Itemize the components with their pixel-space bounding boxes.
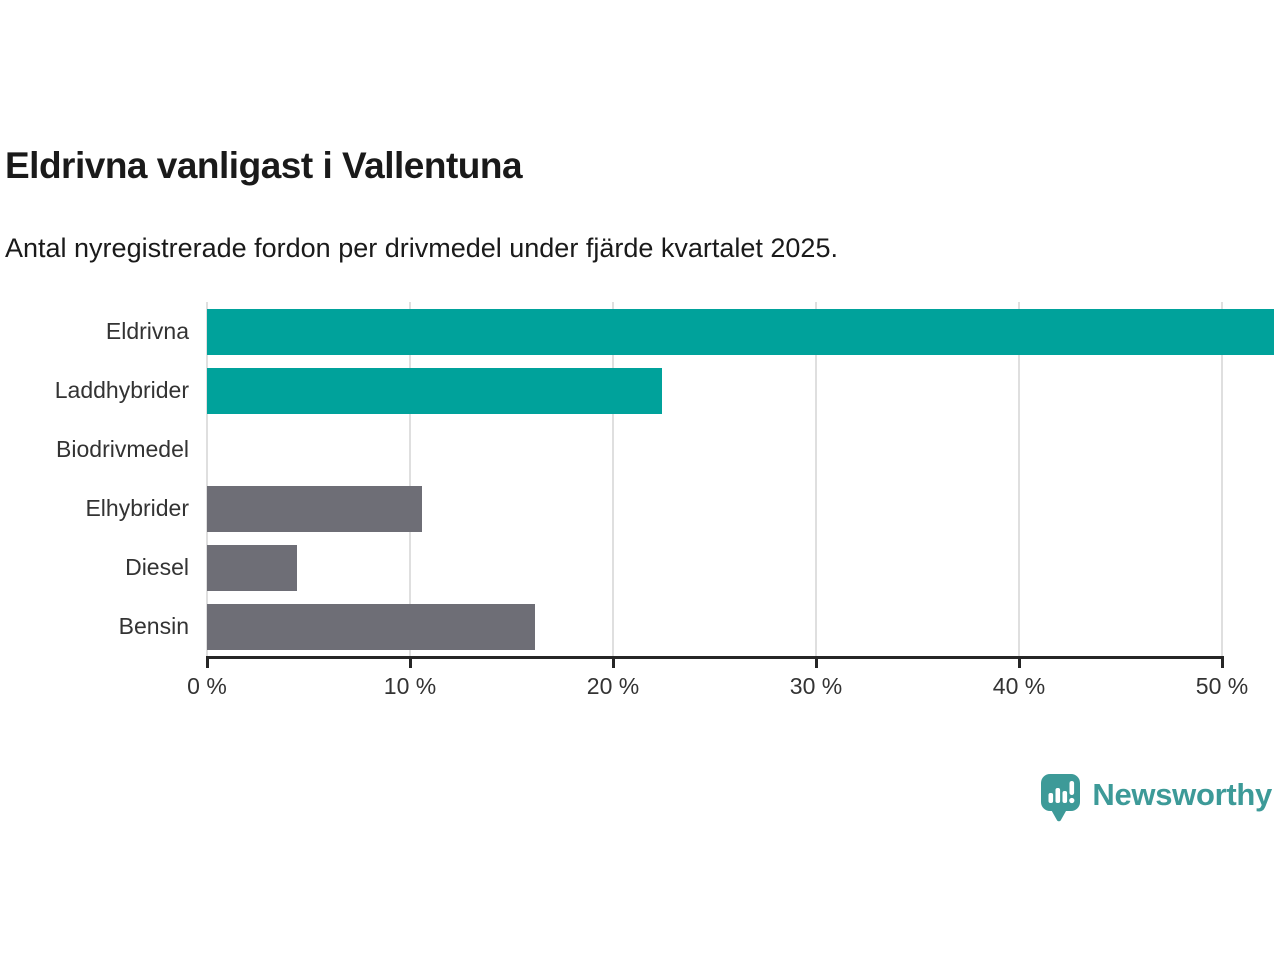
bar-bensin [207,603,536,650]
tick-mark [205,656,209,668]
chart-row-elhybrider: Elhybrider [0,479,1280,538]
bar-diesel [207,544,298,591]
category-label: Bensin [118,613,189,639]
chart-row-diesel: Diesel [0,538,1280,597]
bar-area [207,361,1280,420]
bar-area [207,538,1280,597]
chart-row-bensin: Bensin [0,597,1280,656]
tick-label: 50 % [1195,673,1249,699]
chart-title: Eldrivna vanligast i Vallentuna [5,145,523,186]
tick-label: 20 % [586,673,640,699]
tick-mark [1017,656,1021,668]
bar-laddhybrider [207,367,662,414]
category-label: Elhybrider [85,495,189,521]
chart-row-laddhybrider: Laddhybrider [0,361,1280,420]
gridline [409,302,411,656]
bar-area [207,597,1280,656]
tick-label: 0 % [187,673,227,699]
category-label: Diesel [125,554,189,580]
bar-chart: Eldrivna Laddhybrider Biodrivmedel Elhybrid… [0,302,1280,699]
chart-row-biodrivmedel: Biodrivmedel [0,420,1280,479]
plot-background [206,302,1223,656]
tick-label: 30 % [789,673,843,699]
gridline [612,302,614,656]
x-axis-ticks: 0 % 10 % 20 % 30 % 40 % 50 % [187,656,1248,706]
category-label: Biodrivmedel [56,436,189,462]
newsworthy-bubble-chart-icon [1041,774,1081,822]
chart-row-eldrivna: Eldrivna [0,302,1280,361]
chart-rows: Eldrivna Laddhybrider Biodrivmedel Elhybrid… [0,302,1280,656]
bar-area [207,420,1280,479]
chart-subtitle: Antal nyregistrerade fordon per drivmede… [5,233,838,263]
bar-elhybrider [207,485,422,532]
tick-mark [1220,656,1224,668]
bar-area [207,479,1280,538]
tick-label: 10 % [383,673,437,699]
gridline [815,302,817,656]
tick-mark [408,656,412,668]
x-axis-line [207,656,1222,659]
bar-eldrivna [207,308,1274,355]
tick-mark [611,656,615,668]
tick-mark [814,656,818,668]
tick-label: 40 % [992,673,1046,699]
gridline [1018,302,1020,656]
bar-area [207,302,1280,361]
newsworthy-wordmark: Newsworthy [1092,776,1272,812]
newsworthy-logo: Newsworthy [1040,773,1272,823]
gridline [1221,302,1223,656]
gridline [206,302,208,656]
category-label: Eldrivna [105,318,189,344]
category-label: Laddhybrider [54,377,189,403]
